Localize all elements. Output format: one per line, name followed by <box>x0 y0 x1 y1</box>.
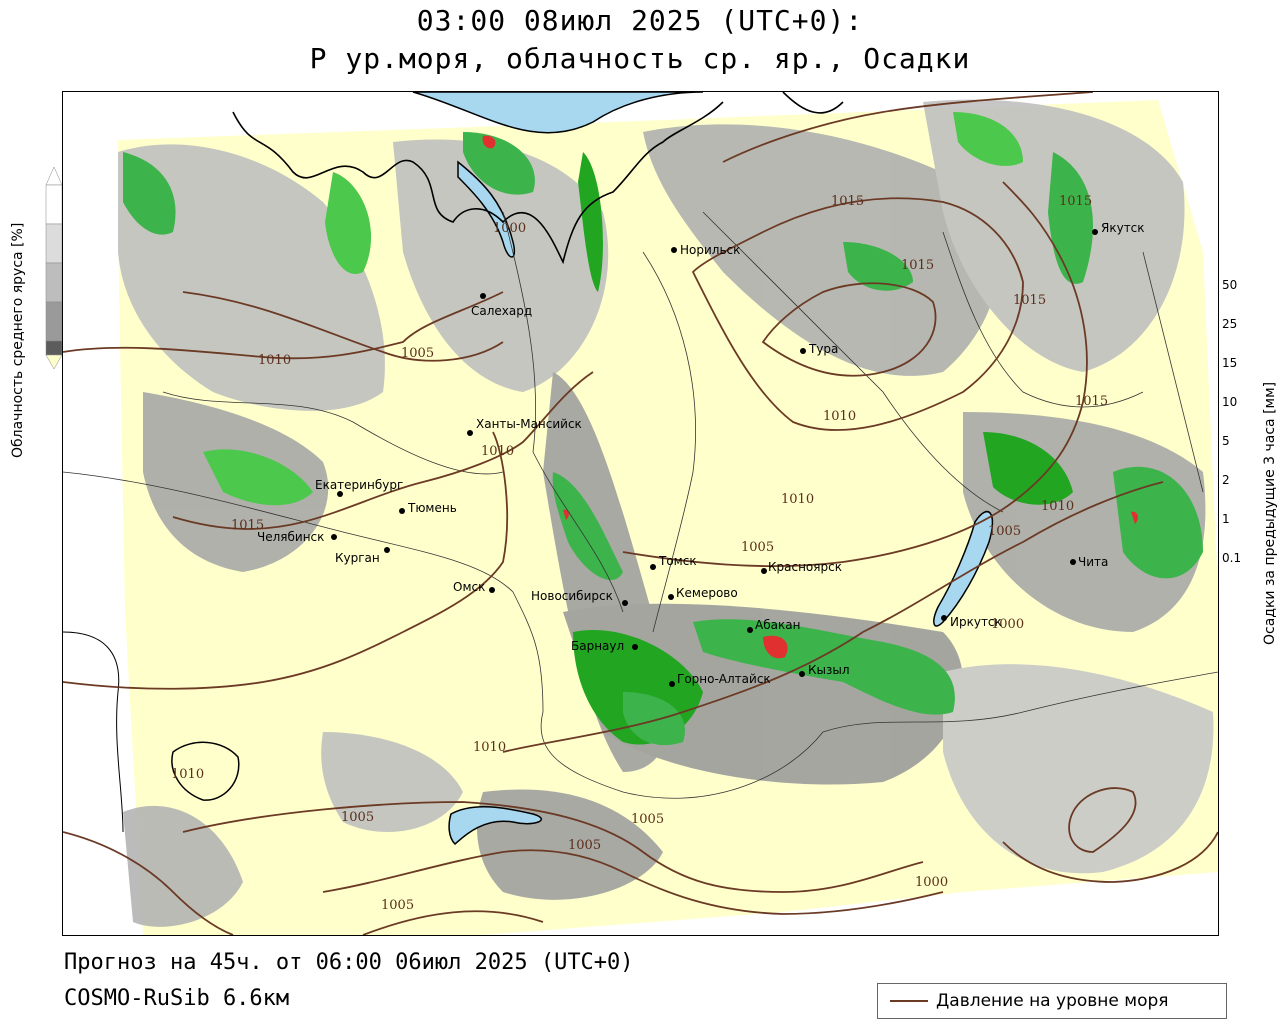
kara-sea-coast <box>412 92 704 134</box>
isobar-label: 1005 <box>631 812 664 827</box>
city-marker <box>671 247 677 253</box>
lake-balkhash <box>448 806 542 846</box>
isobar-label: 1010 <box>473 740 506 755</box>
city-marker <box>668 594 674 600</box>
isobars <box>63 92 1218 935</box>
cities: Салехард Норильск Якутск Тура Ханты-Манс… <box>257 221 1145 687</box>
city-label-norilsk: Норильск <box>680 243 740 257</box>
isobar-label: 1015 <box>901 258 934 273</box>
isobar-label: 1010 <box>781 492 814 507</box>
city-marker <box>1070 559 1076 565</box>
precip-tick: 10 <box>1222 395 1238 409</box>
model-name: COSMO-RuSib 6.6км <box>64 986 290 1011</box>
city-label-barnaul: Барнаул <box>571 639 624 653</box>
city-label-yekaterinburg: Екатеринбург <box>315 478 403 492</box>
city-marker <box>337 491 343 497</box>
city-label-tomsk: Томск <box>658 554 697 568</box>
city-label-abakan: Абакан <box>755 618 800 632</box>
isobar-labels: 1000 1015 1015 1015 1015 1010 1005 1010 … <box>171 194 1108 913</box>
city-marker <box>941 615 947 621</box>
city-label-kemerovo: Кемерово <box>676 586 738 600</box>
city-label-omsk: Омск <box>453 580 485 594</box>
city-label-tyumen: Тюмень <box>407 501 457 515</box>
ob-gulf <box>457 160 515 258</box>
city-label-chelyabinsk: Челябинск <box>257 530 324 544</box>
city-marker <box>669 681 675 687</box>
city-marker <box>331 534 337 540</box>
precip-tick: 50 <box>1222 278 1238 292</box>
isobar-label: 1015 <box>1075 394 1108 409</box>
borders <box>63 92 844 833</box>
isobar-label: 1005 <box>568 838 601 853</box>
isobar-label: 1010 <box>258 353 291 368</box>
admin-borders <box>63 211 1218 799</box>
city-marker <box>622 600 628 606</box>
forecast-info: Прогноз на 45ч. от 06:00 06июл 2025 (UTC… <box>64 950 634 975</box>
isobar-legend: Давление на уровне моря <box>877 983 1227 1019</box>
precip-tick: 15 <box>1222 356 1238 370</box>
city-label-kurgan: Курган <box>335 551 380 565</box>
precip-tick: 1 <box>1222 512 1230 526</box>
isobar-label: 1005 <box>341 810 374 825</box>
precipitation <box>123 112 1203 746</box>
precip-tick: 25 <box>1222 317 1238 331</box>
isobar-legend-line <box>890 1000 928 1002</box>
city-marker <box>800 348 806 354</box>
isobar-label: 1000 <box>915 875 948 890</box>
lake-baikal <box>933 510 994 627</box>
isobar-label: 1005 <box>401 346 434 361</box>
isobar-label: 1015 <box>831 194 864 209</box>
city-marker <box>799 671 805 677</box>
city-marker <box>650 564 656 570</box>
precip-tick: 5 <box>1222 434 1230 448</box>
water-bodies <box>171 92 994 846</box>
city-label-krasnoyarsk: Красноярск <box>768 560 842 574</box>
city-label-novosibirsk: Новосибирск <box>531 589 613 603</box>
isobar-label: 1000 <box>991 617 1024 632</box>
isobar-label: 1000 <box>493 221 526 236</box>
city-label-gorno-altaysk: Горно-Алтайск <box>677 672 771 686</box>
city-marker <box>761 568 767 574</box>
cloud-scale-label: Облачность среднего яруса [%] <box>10 222 26 458</box>
map-title-time: 03:00 08июл 2025 (UTC+0): <box>416 4 864 37</box>
map-title-fields: Р ур.моря, облачность ср. яр., Осадки <box>309 42 971 75</box>
city-label-khanty-mansiysk: Ханты-Мансийск <box>476 417 582 431</box>
city-marker <box>1092 229 1098 235</box>
isobar-label: 1015 <box>1013 293 1046 308</box>
isobar-label: 1005 <box>988 524 1021 539</box>
city-label-irkutsk: Иркутск <box>950 615 1002 629</box>
city-marker <box>747 627 753 633</box>
city-label-chita: Чита <box>1078 555 1108 569</box>
city-label-yakutsk: Якутск <box>1101 221 1145 235</box>
precip-tick: 2 <box>1222 473 1230 487</box>
city-marker <box>489 587 495 593</box>
isobar-label: 1005 <box>741 540 774 555</box>
weather-map[interactable]: 1000 1015 1015 1015 1015 1010 1005 1010 … <box>62 91 1219 936</box>
city-label-salekhard: Салехард <box>471 304 532 318</box>
city-marker <box>632 644 638 650</box>
isobar-label: 1015 <box>1059 194 1092 209</box>
cloud-scale <box>44 165 64 370</box>
city-marker <box>480 293 486 299</box>
isobar-label: 1010 <box>481 444 514 459</box>
city-marker <box>399 508 405 514</box>
precip-tick: 0.1 <box>1222 551 1242 565</box>
city-label-tura: Тура <box>808 342 838 356</box>
city-marker <box>384 547 390 553</box>
isobar-label: 1005 <box>381 898 414 913</box>
isobar-label: 1015 <box>231 518 264 533</box>
city-label-kyzyl: Кызыл <box>808 663 850 677</box>
aral-region <box>171 741 240 801</box>
map-canvas: 1000 1015 1015 1015 1015 1010 1005 1010 … <box>63 92 1218 935</box>
city-marker <box>467 430 473 436</box>
isobar-label: 1010 <box>823 409 856 424</box>
cloud-scale-bar <box>45 166 63 370</box>
isobar-label: 1010 <box>1041 499 1074 514</box>
precip-scale-label: Осадки за предыдущие 3 часа [мм] <box>1262 381 1278 645</box>
isobar-legend-label: Давление на уровне моря <box>936 991 1169 1011</box>
isobar-label: 1010 <box>171 767 204 782</box>
